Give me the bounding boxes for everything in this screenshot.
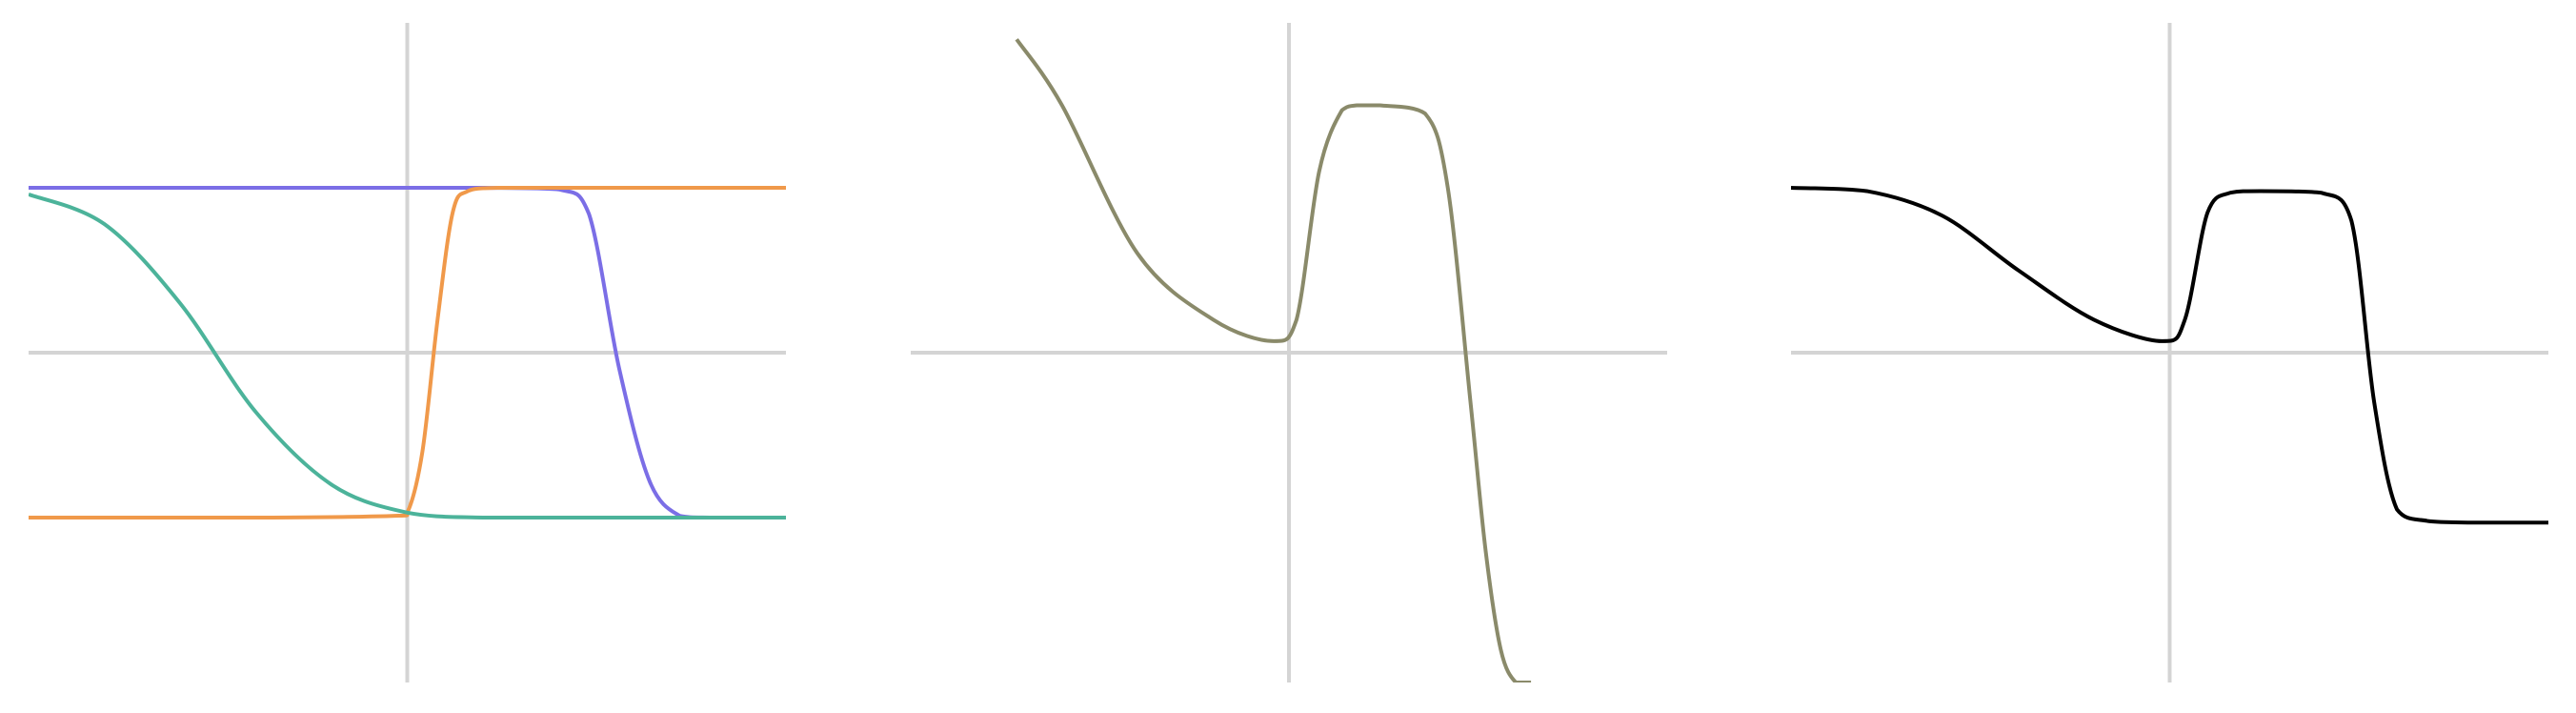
chart-panel-2 [911,23,1667,682]
series-line-2 [29,185,786,520]
chart-panel-1 [29,23,786,682]
series-line-1 [1791,186,2548,525]
chart-panel-3 [1791,23,2548,682]
series-line-1 [1015,38,1532,682]
series-line-3 [29,193,786,520]
